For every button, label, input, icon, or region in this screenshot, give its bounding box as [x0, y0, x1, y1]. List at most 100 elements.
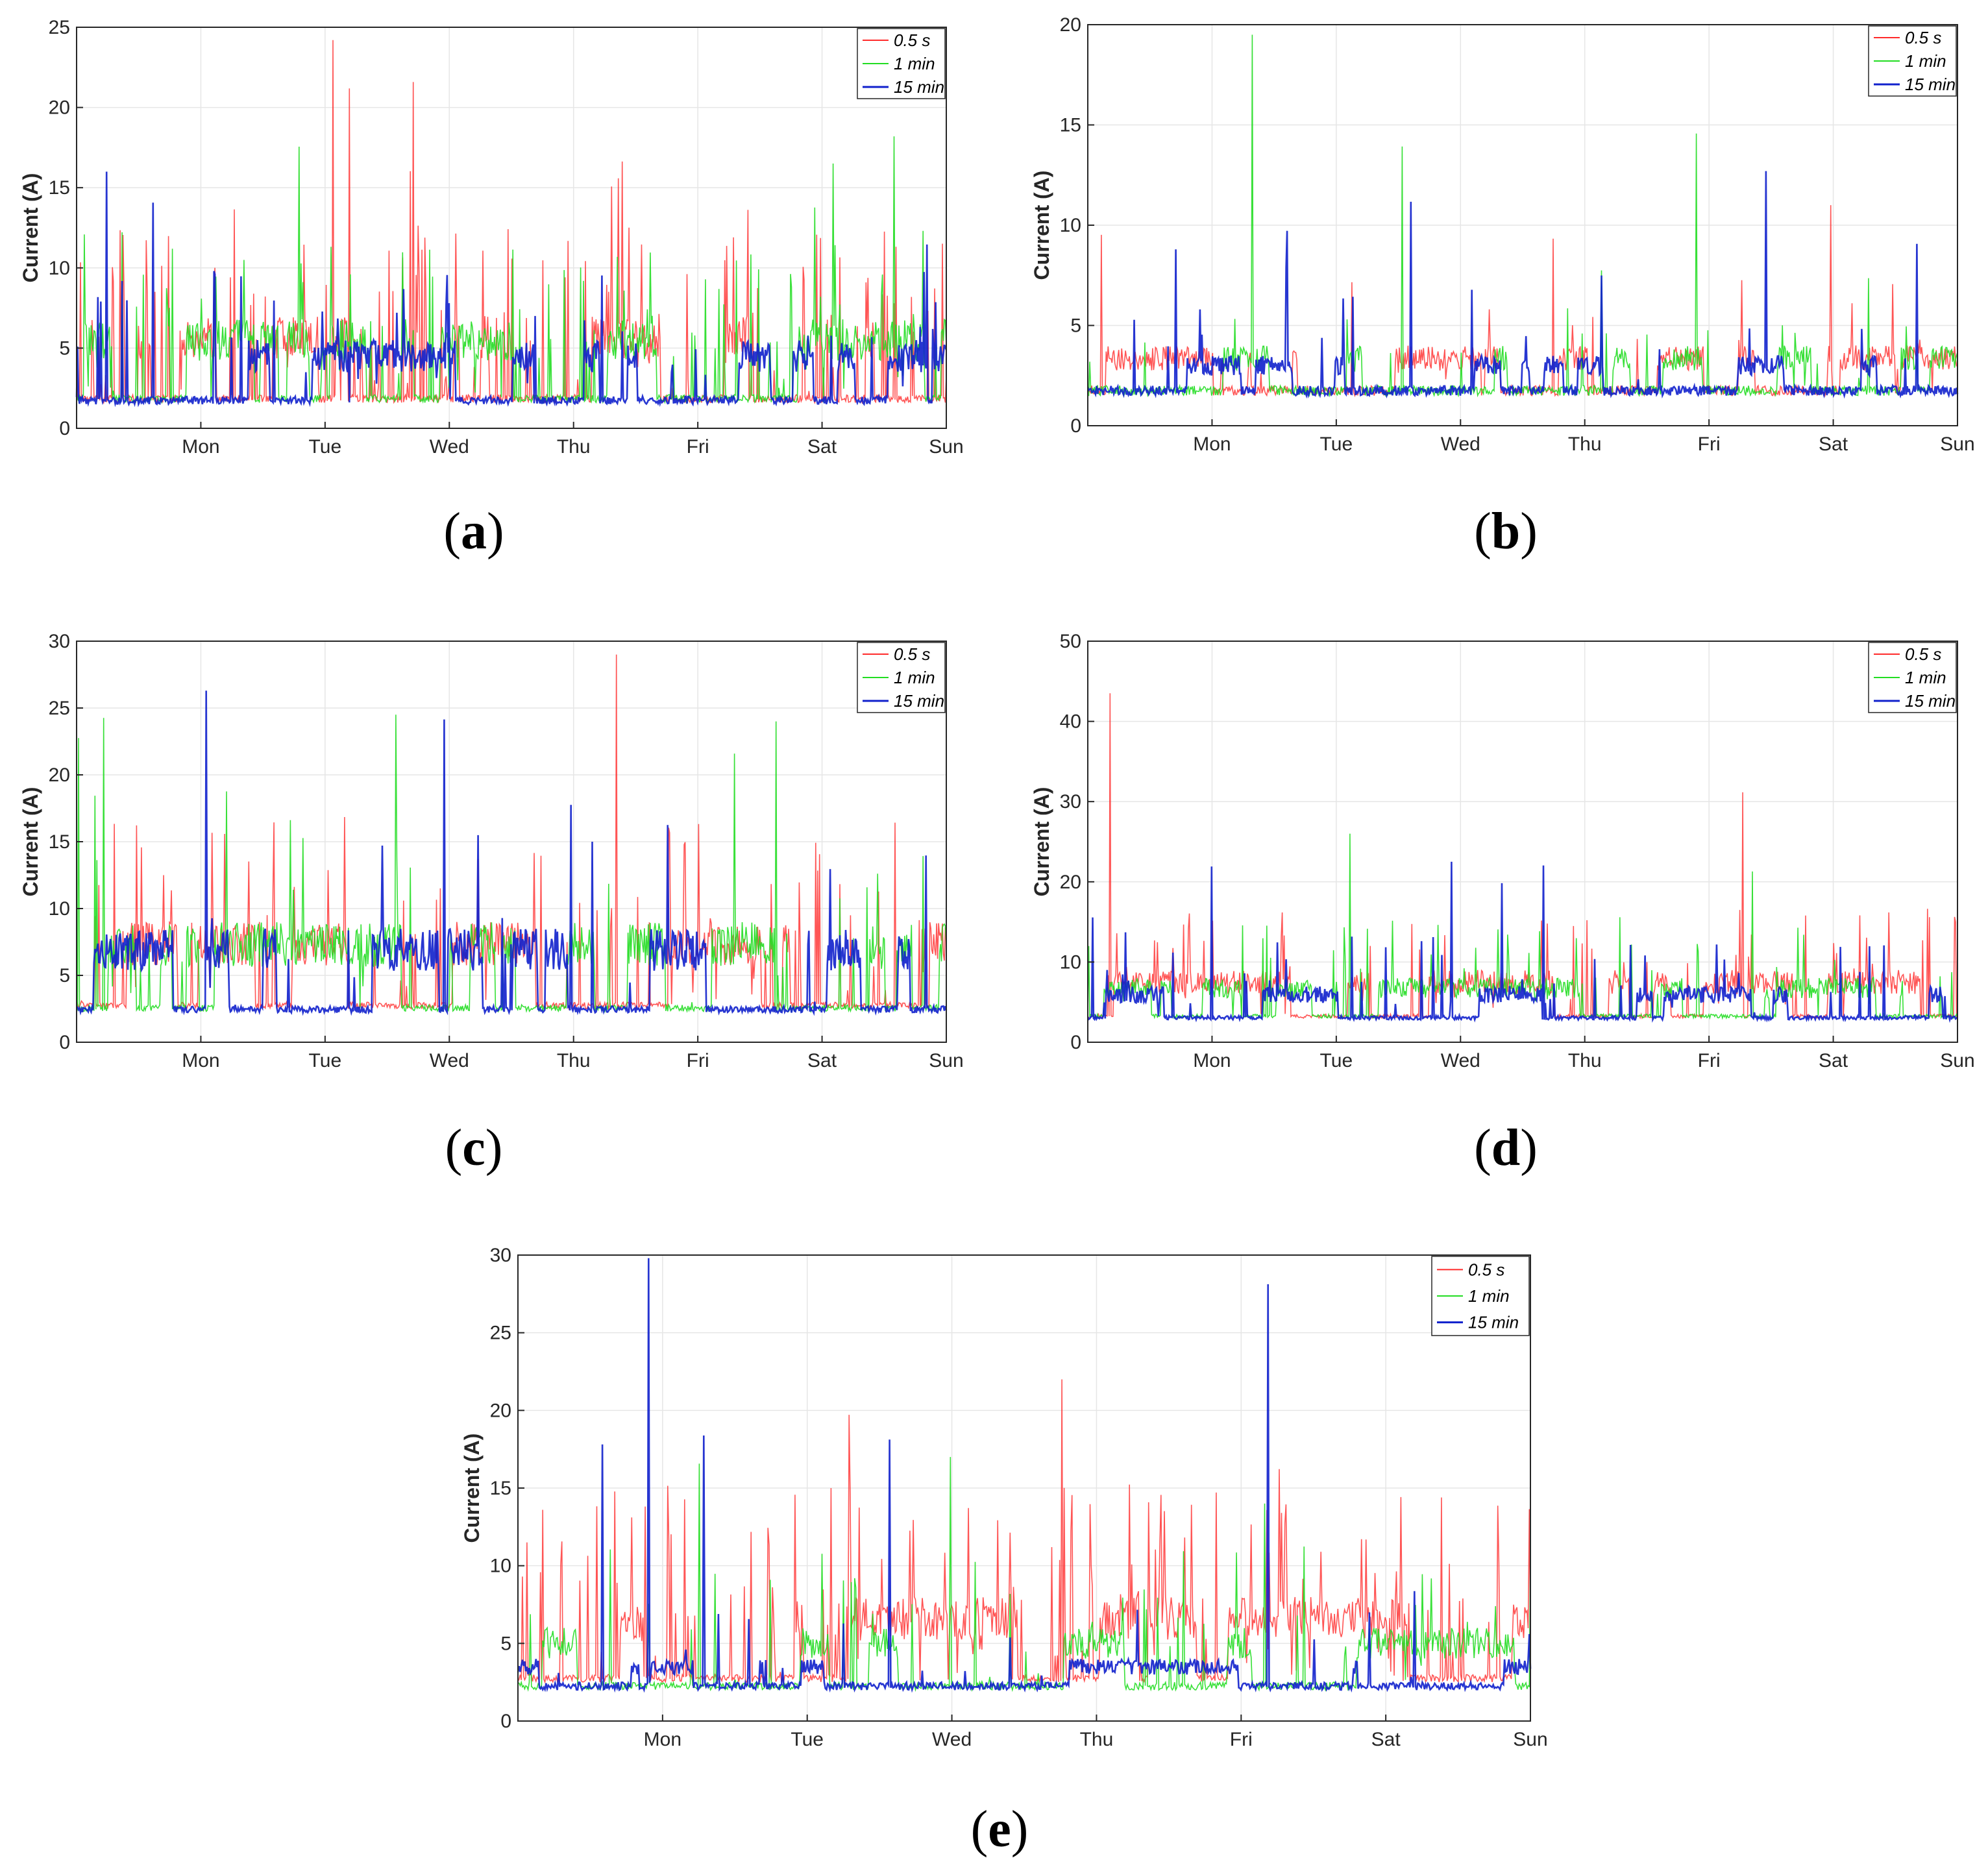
panel-label: (d): [1474, 1119, 1538, 1177]
y-tick-label: 5: [1070, 315, 1081, 337]
x-tick-label: Mon: [644, 1729, 681, 1750]
y-tick-label: 0: [59, 418, 70, 439]
series-line-15-min: [76, 690, 948, 1016]
legend-entry: 15 min: [1905, 75, 1956, 94]
y-tick-label: 20: [1060, 14, 1081, 36]
legend-entry: 15 min: [894, 77, 944, 97]
x-tick-label: Mon: [1193, 1050, 1231, 1071]
x-tick-label: Tue: [309, 436, 342, 458]
legend-entry: 1 min: [1905, 668, 1946, 687]
y-tick-label: 25: [49, 698, 70, 719]
x-tick-label: Sat: [1819, 1050, 1848, 1071]
panel-label: (b): [1474, 503, 1538, 560]
y-tick-label: 10: [490, 1556, 511, 1577]
y-tick-label: 25: [49, 17, 70, 38]
y-tick-label: 30: [49, 631, 70, 652]
y-tick-label: 5: [59, 337, 70, 359]
chart-panel-a: 0 5 10 15 20 25 Mon Tue Wed Thu Fri Sat Sun Current (…: [19, 17, 964, 560]
x-tick-label: Fri: [1698, 1050, 1721, 1071]
x-tick-label: Thu: [557, 1050, 591, 1071]
x-tick-label: Tue: [1320, 434, 1353, 455]
x-tick-label: Thu: [1568, 434, 1602, 455]
y-tick-label: 10: [1060, 215, 1081, 236]
x-tick-label: Wed: [430, 436, 469, 458]
y-tick-label: 40: [1060, 711, 1081, 733]
y-tick-label: 0: [500, 1711, 511, 1732]
series-line-15-min: [517, 1258, 1532, 1693]
series-line-15-min: [75, 171, 948, 408]
x-tick-label: Tue: [1320, 1050, 1353, 1071]
axes-frame: [1087, 641, 1958, 1043]
x-tick-label: Mon: [1193, 434, 1231, 455]
x-tick-label: Wed: [1441, 1050, 1480, 1071]
series-line-0-5-s: [76, 654, 947, 1011]
x-tick-label: Fri: [1698, 434, 1721, 455]
y-tick-label: 15: [1060, 115, 1081, 136]
y-tick-label: 5: [59, 965, 70, 986]
x-tick-label: Fri: [687, 436, 709, 458]
legend-entry: 1 min: [1468, 1286, 1510, 1306]
x-tick-label: Sat: [1371, 1729, 1401, 1750]
x-tick-label: Mon: [182, 436, 219, 458]
x-tick-label: Fri: [687, 1050, 709, 1071]
x-tick-label: Fri: [1230, 1729, 1253, 1750]
x-tick-label: Sat: [1819, 434, 1848, 455]
panel-label: (e): [971, 1801, 1029, 1858]
y-tick-label: 25: [490, 1323, 511, 1344]
legend-entry: 1 min: [894, 668, 935, 687]
y-tick-label: 5: [500, 1633, 511, 1654]
series-line-0-5-s: [517, 1379, 1531, 1684]
x-tick-label: Sun: [929, 436, 963, 458]
y-tick-label: 15: [490, 1478, 511, 1499]
y-axis-label: Current (A): [1030, 787, 1053, 897]
y-tick-label: 20: [49, 764, 70, 786]
y-tick-label: 30: [490, 1245, 511, 1266]
y-tick-label: 0: [59, 1032, 70, 1053]
y-tick-label: 50: [1060, 631, 1081, 652]
chart-panel-b: 0 5 10 15 20 Mon Tue Wed Thu Fri Sat Sun Current (A)…: [1030, 14, 1975, 560]
x-tick-label: Thu: [557, 436, 591, 458]
legend-entry: 0.5 s: [1468, 1260, 1504, 1279]
y-axis-label: Current (A): [19, 173, 42, 283]
axes-frame: [76, 27, 947, 429]
y-tick-label: 15: [49, 831, 70, 853]
x-tick-label: Wed: [430, 1050, 469, 1071]
y-axis-label: Current (A): [1030, 171, 1053, 280]
panel-label: (c): [445, 1119, 503, 1177]
legend-entry: 1 min: [1905, 51, 1946, 71]
x-tick-label: Sat: [807, 436, 837, 458]
x-tick-label: Mon: [182, 1050, 219, 1071]
chart-panel-c: 0 5 10 15 20 25 30 Mon Tue Wed Thu Fri Sat Sun Current…: [19, 631, 964, 1177]
x-tick-label: Wed: [1441, 434, 1480, 455]
legend-entry: 15 min: [1905, 691, 1956, 711]
x-tick-label: Thu: [1568, 1050, 1602, 1071]
legend-entry: 0.5 s: [1905, 644, 1941, 664]
legend-entry: 0.5 s: [894, 31, 930, 50]
series-line-1-min: [76, 136, 947, 405]
x-tick-label: Tue: [791, 1729, 824, 1750]
chart-panel-d: 0 10 20 30 40 50 Mon Tue Wed Thu Fri Sat Sun Current …: [1030, 631, 1975, 1177]
y-tick-label: 10: [49, 898, 70, 920]
y-tick-label: 15: [49, 177, 70, 199]
legend-entry: 0.5 s: [1905, 28, 1941, 47]
y-tick-label: 10: [1060, 951, 1081, 973]
y-tick-label: 10: [49, 258, 70, 279]
y-tick-label: 20: [1060, 872, 1081, 893]
x-tick-label: Thu: [1080, 1729, 1114, 1750]
y-axis-label: Current (A): [19, 787, 42, 897]
legend-entry: 1 min: [894, 54, 935, 73]
y-tick-label: 0: [1070, 415, 1081, 437]
x-tick-label: Sun: [1940, 434, 1974, 455]
series-line-15-min: [1086, 171, 1959, 399]
series-line-15-min: [1086, 861, 1958, 1023]
chart-panel-e: 0 5 10 15 20 25 30 Mon Tue Wed Thu Fri Sat Sun Current…: [460, 1245, 1548, 1858]
legend-entry: 15 min: [894, 691, 944, 711]
x-tick-label: Sun: [1513, 1729, 1547, 1750]
x-tick-label: Sat: [807, 1050, 837, 1071]
x-tick-label: Sun: [1940, 1050, 1974, 1071]
y-tick-label: 20: [49, 97, 70, 119]
legend-entry: 15 min: [1468, 1313, 1519, 1332]
x-tick-label: Sun: [929, 1050, 963, 1071]
y-tick-label: 0: [1070, 1032, 1081, 1053]
